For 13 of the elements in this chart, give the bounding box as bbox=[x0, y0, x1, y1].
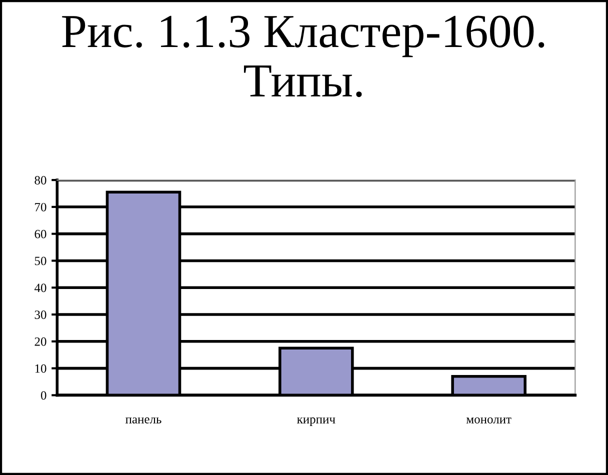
y-tick-label: 30 bbox=[34, 310, 46, 319]
y-tick-label: 60 bbox=[34, 230, 46, 238]
x-tick-label: панель bbox=[126, 417, 162, 424]
y-tick-label: 0 bbox=[40, 391, 46, 400]
chart-title: Рис. 1.1.3 Кластер-1600. Типы. bbox=[62, 16, 544, 98]
y-tick-label: 80 bbox=[34, 176, 46, 184]
y-tick-label: 40 bbox=[34, 284, 46, 292]
y-tick-label: 10 bbox=[35, 364, 46, 373]
y-tick-label: 20 bbox=[34, 337, 46, 346]
x-tick-label: монолит bbox=[466, 417, 512, 424]
y-tick-label: 70 bbox=[35, 202, 46, 212]
y-tick-label: 50 bbox=[34, 256, 46, 266]
x-tick-label: кирпич bbox=[297, 417, 336, 426]
